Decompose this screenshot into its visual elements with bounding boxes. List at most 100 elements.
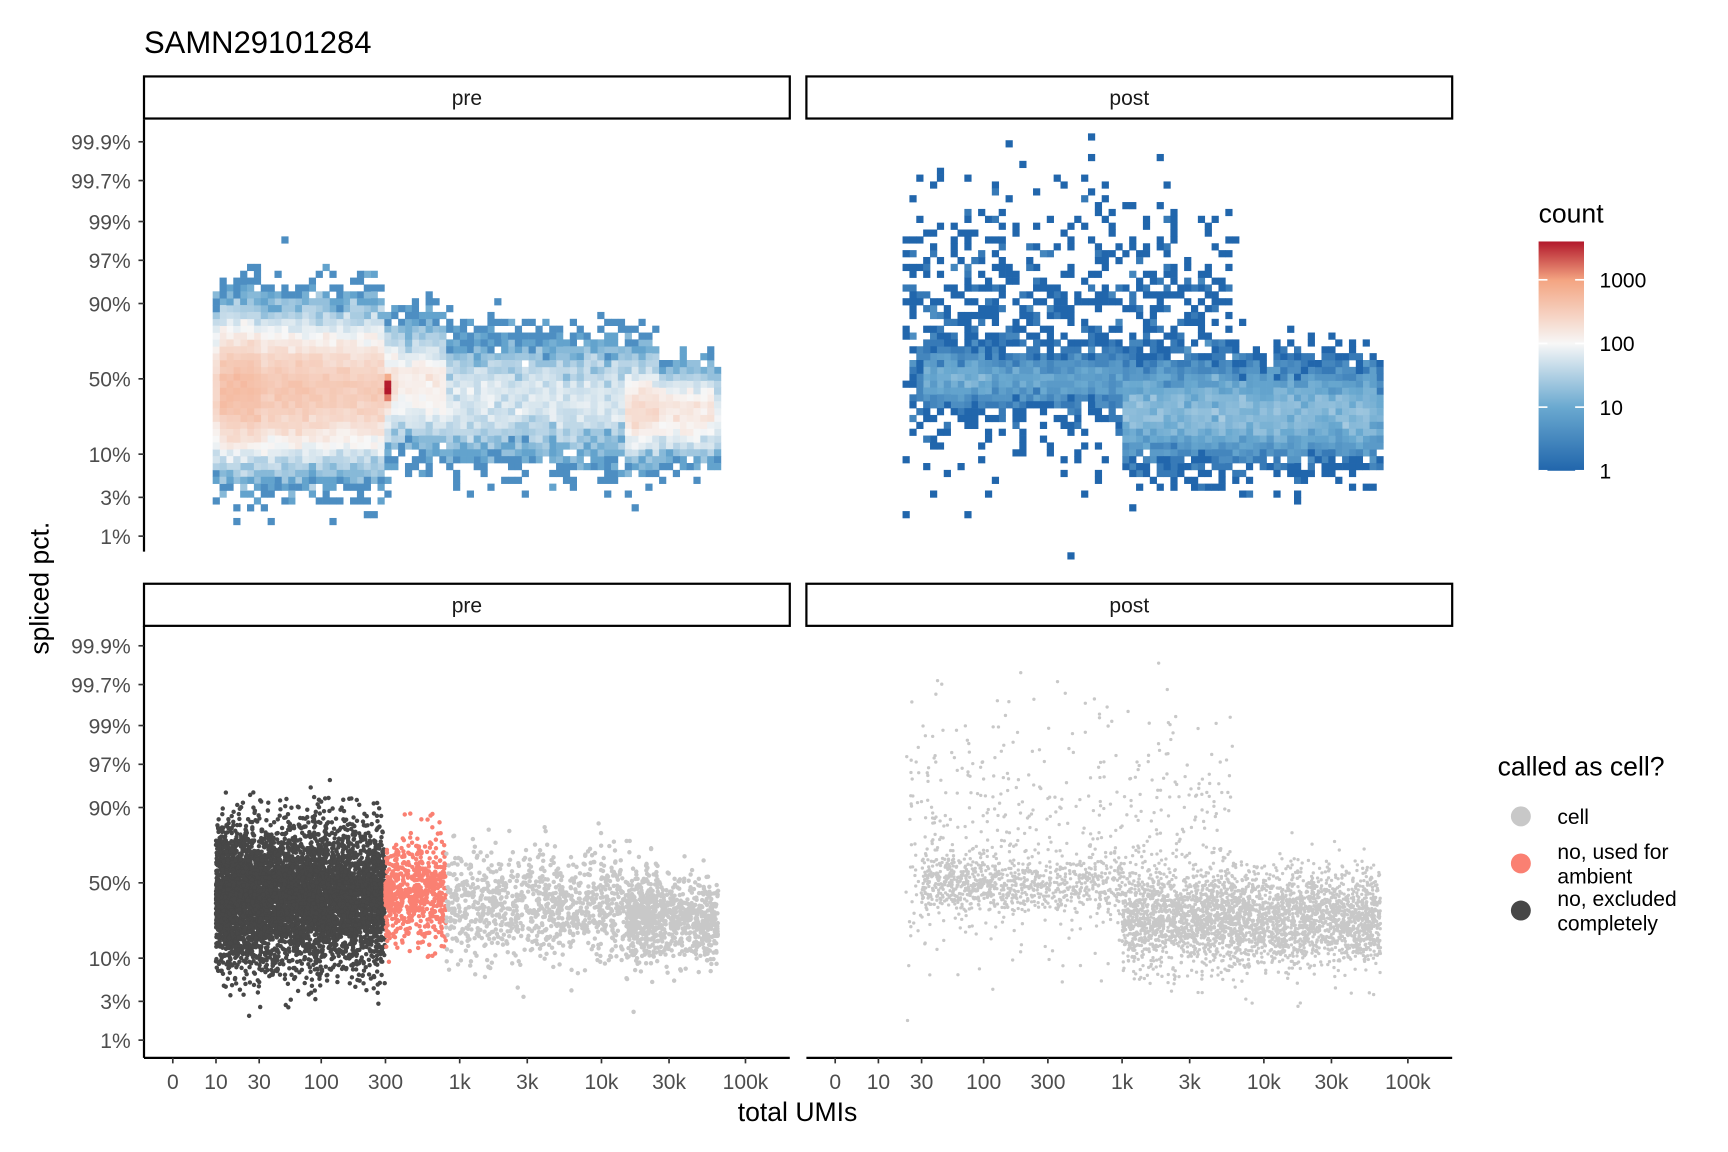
heatmap-cell: [219, 360, 227, 368]
heatmap-cell: [253, 449, 262, 457]
heatmap-cell: [1012, 380, 1020, 388]
heatmap-cell: [1039, 366, 1048, 375]
heatmap-cell: [1115, 373, 1123, 381]
heatmap-cell: [459, 394, 468, 402]
heatmap-cell: [1074, 408, 1082, 416]
heatmap-cell: [260, 291, 268, 299]
heatmap-cell: [501, 449, 509, 457]
heatmap-cell: [267, 360, 275, 368]
heatmap-cell: [295, 360, 303, 368]
heatmap-cell: [384, 435, 392, 443]
heatmap-cell: [1163, 360, 1171, 368]
heatmap-cell: [260, 366, 268, 375]
heatmap-cell: [315, 463, 323, 471]
heatmap-cell: [487, 394, 495, 402]
heatmap-cell: [514, 401, 523, 409]
heatmap-cell: [219, 325, 227, 333]
heatmap-cell: [1149, 394, 1157, 402]
heatmap-cell: [1163, 346, 1171, 354]
heatmap-cell: [315, 442, 323, 450]
heatmap-cell: [1245, 401, 1254, 409]
heatmap-cell: [923, 346, 931, 354]
heatmap-cell: [1328, 380, 1336, 388]
heatmap-cell: [439, 387, 447, 395]
heatmap-cell: [1136, 483, 1144, 491]
heatmap-cell: [964, 243, 972, 251]
heatmap-cell: [1369, 463, 1377, 471]
heatmap-cell: [219, 305, 227, 313]
heatmap-cell: [487, 435, 495, 443]
scatter-point: [376, 806, 382, 811]
heatmap-cell: [329, 339, 337, 347]
heatmap-cell: [576, 435, 584, 443]
heatmap-cell: [950, 373, 958, 381]
heatmap-cell: [267, 469, 275, 478]
heatmap-cell: [1067, 421, 1075, 430]
heatmap-cell: [549, 483, 557, 491]
heatmap-cell: [624, 490, 632, 498]
legend-label: ambient: [1557, 865, 1632, 888]
heatmap-cell: [247, 449, 255, 457]
heatmap-cell: [336, 373, 344, 381]
heatmap-cell: [480, 435, 488, 443]
heatmap-cell: [411, 332, 420, 340]
heatmap-cell: [1225, 380, 1233, 388]
heatmap-cell: [398, 373, 406, 381]
heatmap-cell: [398, 387, 406, 395]
heatmap-cell: [453, 353, 461, 361]
heatmap-cell: [549, 469, 557, 478]
heatmap-cell: [240, 318, 248, 326]
heatmap-cell: [439, 394, 447, 402]
heatmap-cell: [267, 456, 275, 464]
heatmap-cell: [665, 463, 674, 471]
heatmap-cell: [562, 428, 571, 436]
heatmap-cell: [363, 387, 371, 395]
heatmap-cell: [288, 469, 296, 478]
facet-strip-label: pre: [452, 87, 482, 110]
heatmap-cell: [604, 421, 612, 430]
heatmap-cell: [611, 360, 619, 368]
heatmap-cell: [391, 366, 399, 375]
heatmap-cell: [964, 346, 972, 354]
heatmap-cell: [466, 346, 474, 354]
heatmap-cell: [1184, 256, 1192, 265]
heatmap-cell: [1259, 456, 1267, 464]
heatmap-cell: [260, 449, 268, 457]
heatmap-cell: [964, 215, 972, 223]
heatmap-cell: [487, 332, 495, 340]
heatmap-cell: [693, 360, 701, 368]
heatmap-cell: [583, 360, 591, 368]
heatmap-cell: [404, 339, 413, 347]
heatmap-cell: [329, 318, 337, 326]
heatmap-cell: [1129, 360, 1137, 368]
heatmap-cell: [1225, 442, 1233, 450]
heatmap-cell: [617, 421, 626, 430]
heatmap-cell: [1149, 346, 1157, 354]
heatmap-cell: [1101, 414, 1109, 423]
heatmap-cell: [267, 463, 275, 471]
heatmap-cell: [665, 449, 674, 457]
heatmap-cell: [964, 208, 972, 217]
heatmap-cell: [350, 366, 358, 375]
heatmap-cell: [233, 311, 241, 320]
heatmap-cell: [1129, 291, 1137, 299]
heatmap-cell: [446, 401, 454, 409]
heatmap-cell: [507, 360, 516, 368]
heatmap-cell: [1136, 428, 1144, 436]
heatmap-cell: [370, 284, 378, 292]
heatmap-cell: [569, 332, 577, 340]
heatmap-cell: [1245, 463, 1254, 471]
heatmap-cell: [329, 401, 337, 409]
heatmap-cell: [1067, 373, 1075, 381]
heatmap-cell: [274, 332, 282, 340]
heatmap-cell: [562, 456, 571, 464]
heatmap-cell: [1225, 346, 1233, 354]
heatmap-cell: [631, 435, 639, 443]
heatmap-cell: [576, 442, 584, 450]
legend-label: completely: [1557, 912, 1658, 935]
heatmap-cell: [370, 511, 378, 519]
heatmap-cell: [1232, 408, 1240, 416]
heatmap-cell: [1060, 373, 1068, 381]
heatmap-cell: [473, 325, 481, 333]
heatmap-cell: [549, 394, 557, 402]
